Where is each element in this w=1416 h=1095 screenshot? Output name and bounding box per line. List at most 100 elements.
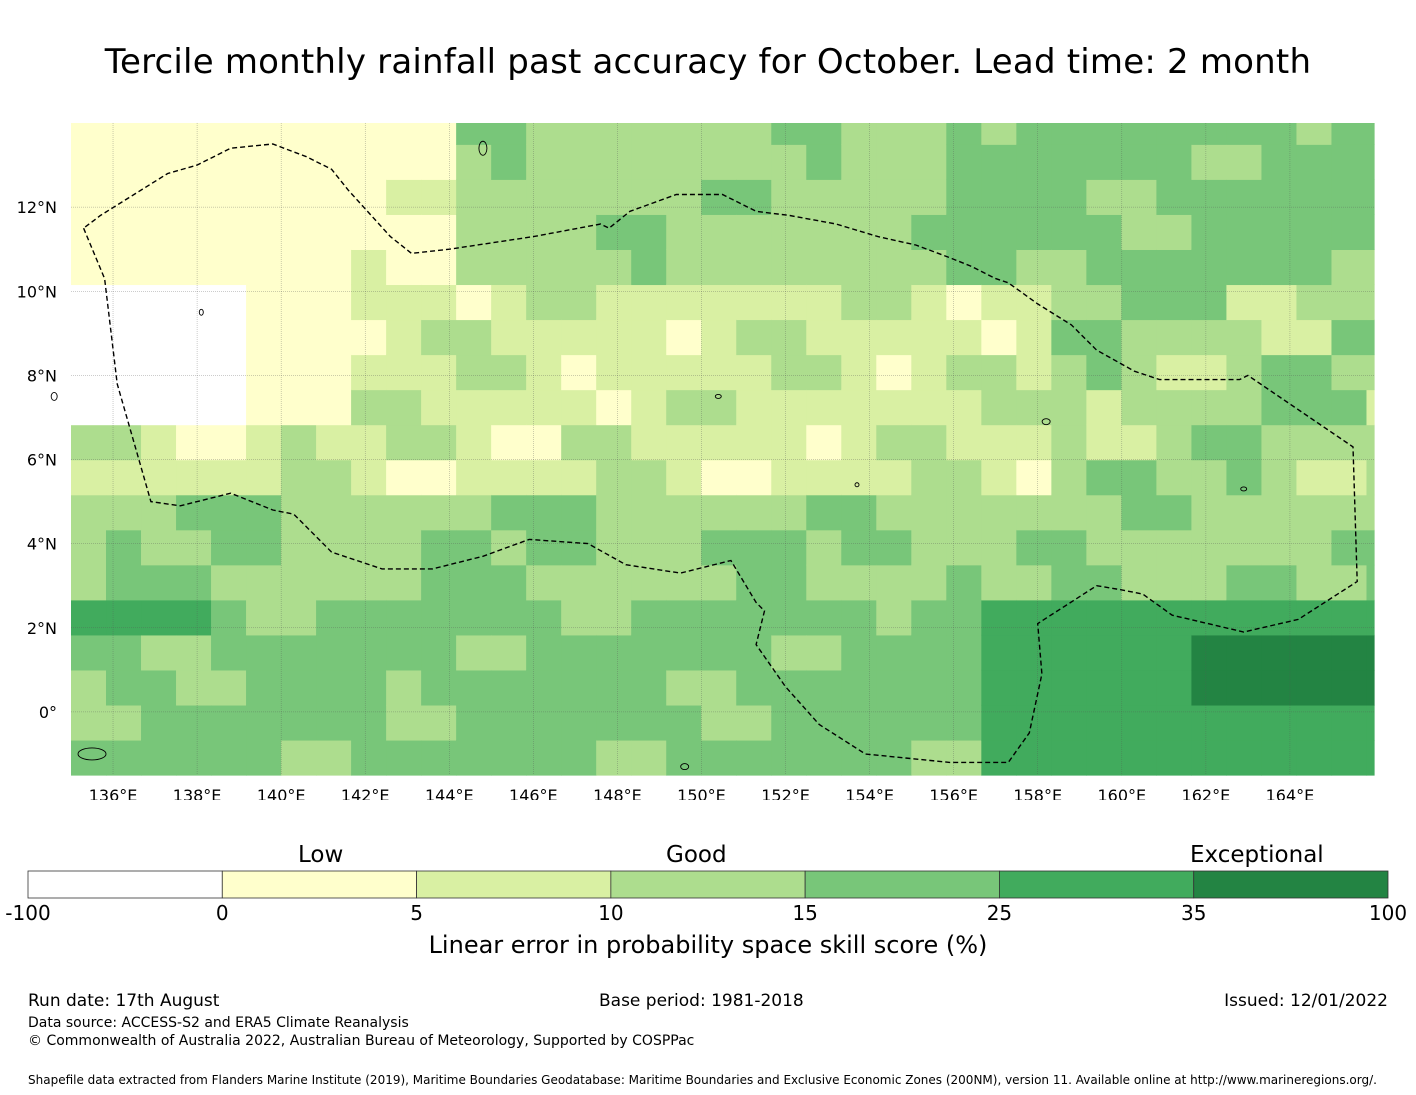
skill-cell [1051,354,1087,391]
skill-cell [1156,669,1193,706]
skill-cell [561,389,597,426]
skill-cell [1191,634,1228,671]
skill-cell [561,319,597,356]
skill-cell [421,459,457,496]
skill-cell [106,529,142,566]
skill-cell [1226,669,1263,706]
skill-cell [841,179,877,215]
skill-cell [701,319,737,356]
skill-cell [631,459,667,496]
skill-cell [596,564,632,601]
skill-cell [1366,739,1375,776]
skill-cell [596,214,632,250]
skill-cell [1366,354,1375,391]
skill-cell [1016,389,1052,426]
skill-cell [491,389,527,426]
skill-cell [176,319,212,356]
skill-cell [1261,389,1298,426]
skill-cell [1226,494,1263,531]
skill-cell [1331,494,1368,531]
skill-cell [1226,319,1263,356]
skill-cell [981,214,1017,250]
skill-cell [911,599,947,636]
skill-cell [141,144,177,180]
skill-cell [106,179,142,215]
skill-cell [911,354,947,391]
skill-cell [771,389,807,426]
skill-cell [596,704,632,741]
skill-cell [771,249,807,286]
skill-cell [1191,564,1228,601]
skill-cell [806,669,842,706]
island-outline [680,763,690,771]
skill-cell [631,123,667,145]
skill-cell [246,459,282,496]
skill-cell [141,704,177,741]
skill-cell [1051,179,1087,215]
skill-cell [1191,144,1228,180]
skill-cell [316,529,352,566]
skill-cell [281,249,317,286]
skill-cell [526,669,562,706]
skill-cell [246,564,282,601]
skill-cell [596,634,632,671]
colorbar [27,870,1389,899]
skill-cell [246,284,282,321]
skill-cell [456,389,492,426]
skill-cell [1016,319,1052,356]
skill-cell [176,123,212,145]
skill-cell [911,494,947,531]
skill-cell [386,739,422,776]
skill-cell [946,389,982,426]
skill-cell [281,704,317,741]
skill-cell [1226,529,1263,566]
skill-cell [106,704,142,741]
eez-boundary [82,143,1358,764]
skill-cell [141,389,177,426]
latitude-tick-label: 12°N [17,198,57,217]
skill-cell [1121,564,1157,601]
skill-cell [456,669,492,706]
island-outline [714,393,722,399]
skill-cell [1051,459,1087,496]
skill-cell [561,529,597,566]
skill-cell [316,494,352,531]
skill-cell [316,704,352,741]
colorbar-tick-label: 0 [215,901,229,925]
skill-cell [491,123,527,145]
skill-cell [1261,529,1298,566]
skill-cell [1016,424,1052,461]
skill-cell [456,564,492,601]
skill-cell [1051,424,1087,461]
skill-cell [316,179,352,215]
skill-cell [526,284,562,321]
longitude-tick-label: 160°E [1097,786,1146,800]
skill-cell [946,704,982,741]
skill-cell [141,599,177,636]
skill-cell [806,529,842,566]
skill-cell [1016,144,1052,180]
skill-cell [631,529,667,566]
skill-cell [71,123,107,145]
skill-cell [596,144,632,180]
skill-cell [911,424,947,461]
skill-cell [1156,739,1193,776]
skill-cell [631,389,667,426]
skill-cell [876,179,912,215]
skill-cell [631,354,667,391]
skill-cell [351,389,387,426]
skill-cell [456,739,492,776]
skill-cell [876,144,912,180]
skill-cell [281,144,317,180]
skill-cell [841,249,877,286]
skill-cell [876,529,912,566]
skill-cell [841,389,877,426]
colorbar-tick-label: 5 [410,901,423,925]
skill-cell [526,389,562,426]
skill-cell [386,179,422,215]
skill-cell [1261,284,1298,321]
skill-cell [526,249,562,286]
skill-cell [1226,123,1263,145]
skill-cell [666,123,702,145]
skill-cell [141,459,177,496]
